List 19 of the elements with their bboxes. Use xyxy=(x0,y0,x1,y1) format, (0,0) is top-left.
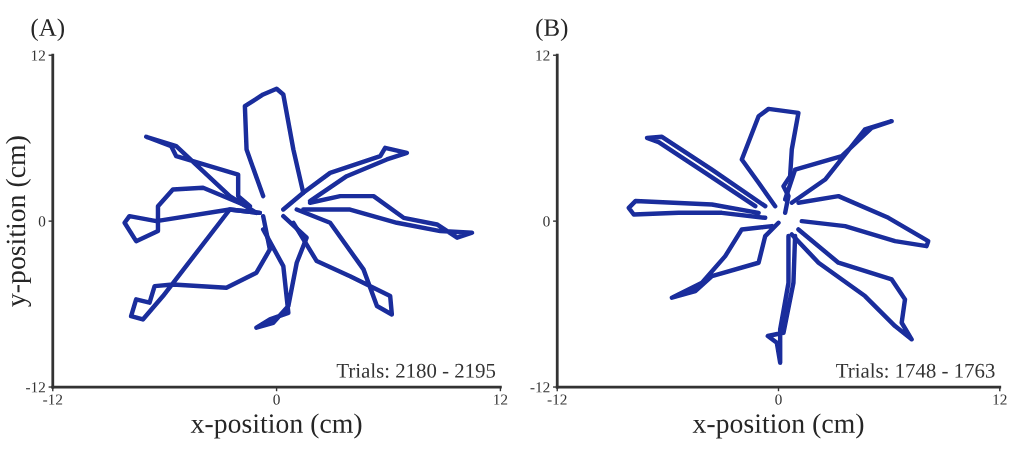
x-tick-label: 12 xyxy=(494,394,508,405)
y-tick-label: -12 xyxy=(530,382,550,393)
x-tick-label: -12 xyxy=(43,394,63,405)
chart-title: (B) xyxy=(536,18,568,42)
x-axis-title: x-position (cm) xyxy=(190,413,362,439)
chart-title: (A) xyxy=(31,18,65,42)
x-tick-label: 0 xyxy=(273,394,280,405)
y-tick-label: 12 xyxy=(536,50,550,61)
y-axis-title: y-position (cm) xyxy=(5,136,32,307)
x-tick-label: 0 xyxy=(775,394,782,405)
x-axis-title: x-position (cm) xyxy=(692,413,864,439)
x-tick-label: -12 xyxy=(547,394,567,405)
x-tick-label: 12 xyxy=(993,394,1007,405)
y-tick-label: 12 xyxy=(31,50,45,61)
y-tick-label: -12 xyxy=(26,382,45,393)
annotation: Trials: 1748 - 1763 xyxy=(836,363,995,378)
annotation: Trials: 2180 - 2195 xyxy=(336,363,496,378)
y-tick-label: 0 xyxy=(543,216,550,227)
y-tick-label: 0 xyxy=(38,216,46,227)
